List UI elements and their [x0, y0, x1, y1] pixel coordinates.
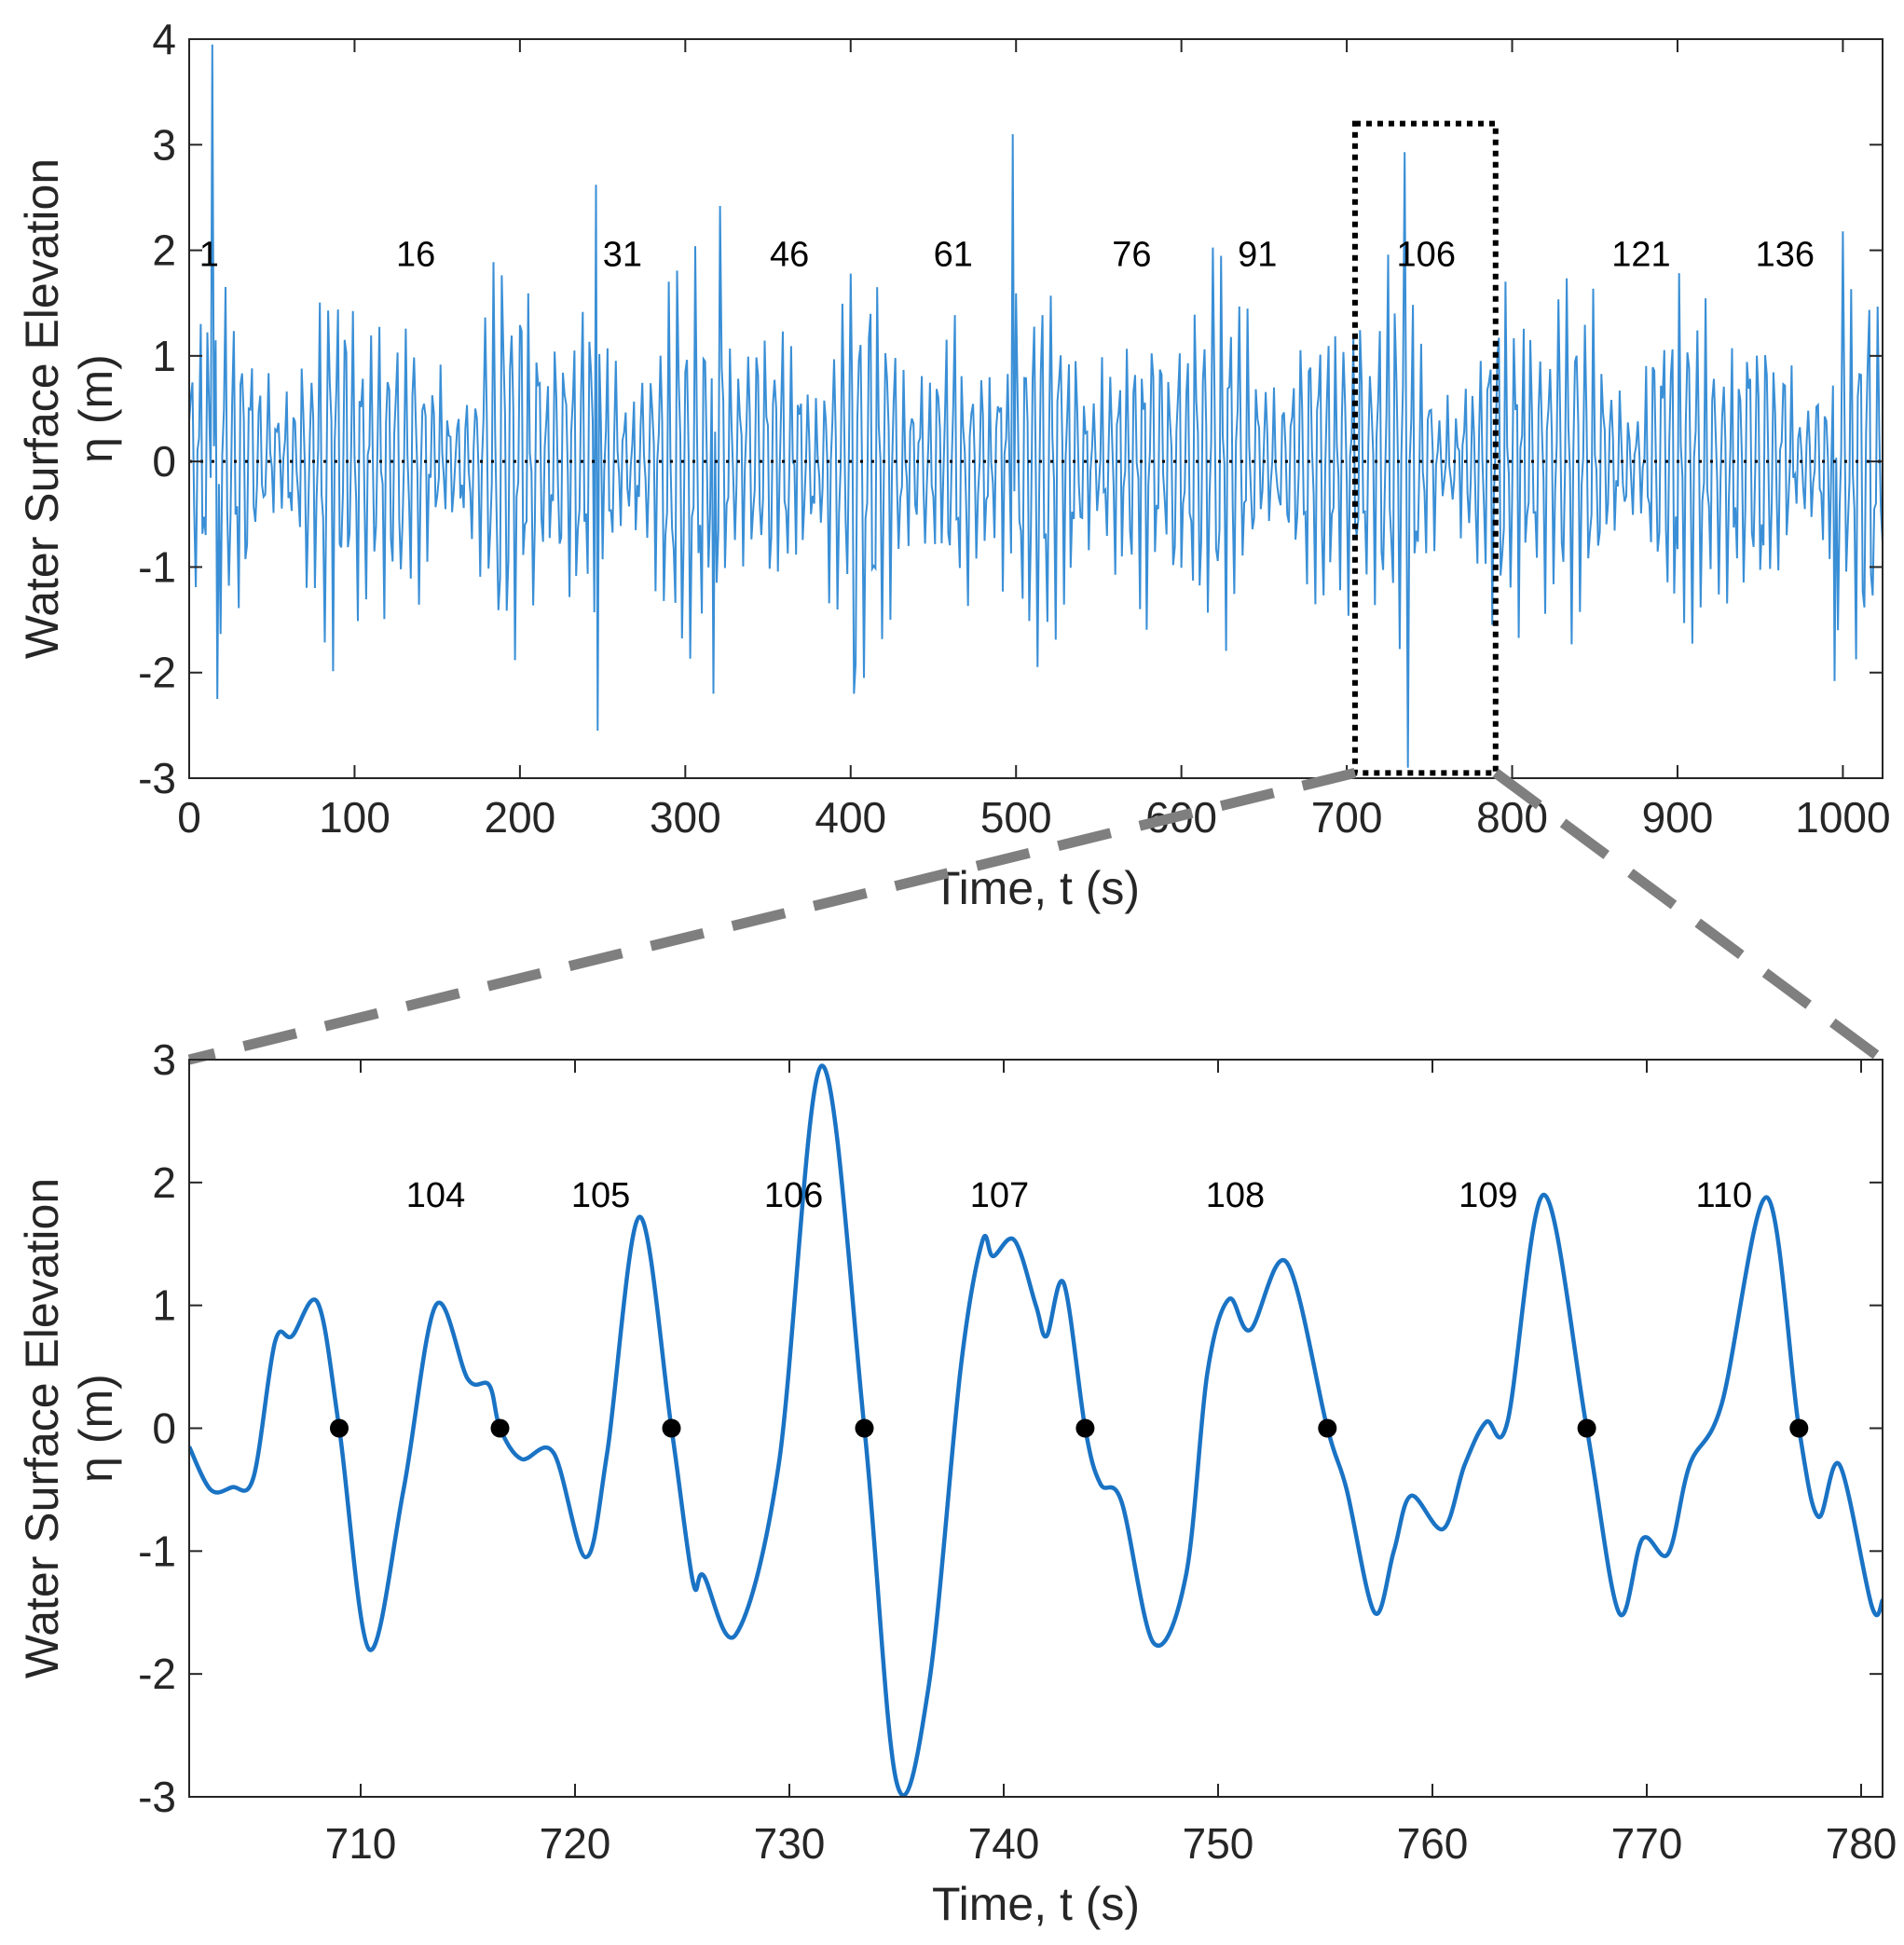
- plot-frame: [188, 38, 1883, 779]
- y-axis-label: Water Surface Elevation: [16, 1178, 68, 1678]
- x-tick-label: 200: [485, 793, 556, 842]
- y-tick-label: -3: [138, 754, 176, 802]
- zero-crossing-marker: [330, 1418, 349, 1438]
- bottom-signal-line: [189, 1063, 1883, 1797]
- wave-label: 31: [603, 236, 642, 275]
- wave-label: 108: [1206, 1176, 1265, 1215]
- wave-label: 109: [1459, 1176, 1517, 1215]
- y-axis-label-symbol: η (m): [70, 354, 122, 463]
- wave-label: 91: [1238, 236, 1277, 275]
- wave-label: 105: [571, 1176, 630, 1215]
- plot-frame: [188, 1059, 1883, 1798]
- x-tick-label: 300: [650, 793, 721, 842]
- y-tick-label: 1: [152, 332, 176, 380]
- y-tick-label: 1: [152, 1281, 176, 1330]
- wave-label: 136: [1756, 236, 1815, 275]
- x-tick-label: 100: [319, 793, 390, 842]
- x-tick-label: 720: [540, 1819, 611, 1868]
- wave-label: 46: [770, 236, 809, 275]
- wave-label: 61: [934, 236, 973, 275]
- zoom-connector-left: [187, 767, 1357, 1065]
- wave-label: 106: [764, 1176, 823, 1215]
- x-axis-label: Time, t (s): [932, 862, 1140, 914]
- y-tick-label: -2: [138, 1650, 176, 1698]
- x-axis-label: Time, t (s): [932, 1878, 1140, 1930]
- zoom-connectors: [187, 767, 1886, 1065]
- wave-label: 121: [1611, 236, 1670, 275]
- y-axis-label-symbol: η (m): [70, 1374, 122, 1483]
- y-tick-label: 2: [152, 1158, 176, 1207]
- x-tick-label: 750: [1183, 1819, 1254, 1868]
- y-tick-label: 3: [152, 1035, 176, 1084]
- x-tick-label: 780: [1826, 1819, 1897, 1868]
- y-tick-label: 0: [152, 437, 176, 486]
- x-tick-label: 770: [1611, 1819, 1683, 1868]
- x-tick-label: 1000: [1795, 793, 1890, 842]
- y-tick-label: 4: [152, 15, 176, 63]
- y-tick-label: -1: [138, 1527, 176, 1575]
- wave-label: 107: [970, 1176, 1029, 1215]
- x-tick-label: 710: [325, 1819, 397, 1868]
- y-axis-label: Water Surface Elevation: [16, 158, 68, 659]
- zero-crossing-marker: [1075, 1418, 1095, 1438]
- zoom-box: [1351, 120, 1499, 776]
- y-tick-label: 2: [152, 226, 176, 275]
- wave-label: 1: [199, 236, 219, 275]
- top-signal-line: [189, 44, 1883, 768]
- wave-label: 76: [1112, 236, 1151, 275]
- wave-label: 106: [1397, 236, 1456, 275]
- wave-label: 110: [1696, 1176, 1753, 1215]
- y-tick-label: -2: [138, 649, 176, 697]
- x-tick-label: 500: [980, 793, 1052, 842]
- y-tick-label: -3: [138, 1773, 176, 1821]
- x-tick-label: 700: [1311, 793, 1383, 842]
- y-tick-label: 0: [152, 1404, 176, 1453]
- y-tick-label: -1: [138, 542, 176, 591]
- zero-crossing-marker: [1577, 1418, 1596, 1438]
- zero-crossing-marker: [1318, 1418, 1337, 1438]
- wave-label: 104: [406, 1176, 465, 1215]
- y-tick-label: 3: [152, 120, 176, 169]
- zero-crossing-marker: [490, 1418, 510, 1438]
- bottom-chart: 710 720 730 740 750 760 770 780 -3 -2 -1 0 1 2 3 Time, …: [16, 1035, 1897, 1930]
- zero-crossing-marker: [1789, 1418, 1809, 1438]
- x-tick-label: 760: [1397, 1819, 1469, 1868]
- x-tick-label: 0: [177, 793, 201, 842]
- zero-crossing-marker: [855, 1418, 874, 1438]
- wave-label: 16: [396, 236, 435, 275]
- zero-crossing-marker: [662, 1418, 681, 1438]
- top-chart: 01002003004005006007008009001000-3-2-101…: [16, 15, 1891, 914]
- x-tick-label: 730: [754, 1819, 826, 1868]
- x-tick-label: 740: [968, 1819, 1040, 1868]
- x-tick-label: 400: [815, 793, 886, 842]
- x-tick-label: 900: [1642, 793, 1714, 842]
